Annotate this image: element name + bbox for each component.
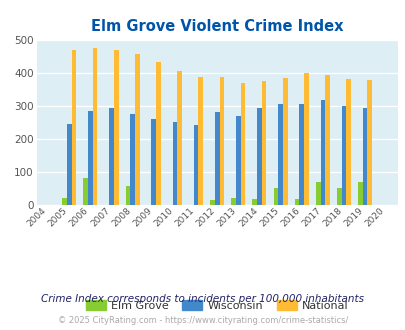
Bar	[235, 115, 240, 205]
Bar	[151, 119, 156, 205]
Bar	[261, 81, 266, 205]
Text: © 2025 CityRating.com - https://www.cityrating.com/crime-statistics/: © 2025 CityRating.com - https://www.city…	[58, 316, 347, 325]
Bar	[113, 50, 118, 205]
Bar	[156, 62, 160, 205]
Bar	[177, 71, 181, 205]
Bar	[172, 122, 177, 205]
Bar	[336, 188, 341, 205]
Bar	[198, 77, 202, 205]
Bar	[240, 83, 245, 205]
Title: Elm Grove Violent Crime Index: Elm Grove Violent Crime Index	[91, 19, 343, 34]
Bar	[92, 48, 97, 205]
Bar	[130, 114, 135, 205]
Legend: Elm Grove, Wisconsin, National: Elm Grove, Wisconsin, National	[81, 296, 352, 315]
Bar	[315, 182, 320, 205]
Bar	[219, 77, 224, 205]
Bar	[298, 104, 303, 205]
Bar	[357, 182, 362, 205]
Bar	[294, 199, 298, 205]
Bar	[341, 106, 345, 205]
Bar	[273, 188, 277, 205]
Bar	[83, 178, 88, 205]
Bar	[362, 108, 367, 205]
Bar	[345, 79, 350, 205]
Bar	[256, 108, 261, 205]
Bar	[67, 124, 71, 205]
Bar	[324, 75, 329, 205]
Bar	[367, 80, 371, 205]
Bar	[303, 73, 308, 205]
Bar	[193, 125, 198, 205]
Bar	[109, 108, 113, 205]
Bar	[88, 111, 92, 205]
Bar	[210, 200, 214, 205]
Bar	[135, 54, 139, 205]
Bar	[126, 186, 130, 205]
Bar	[62, 198, 67, 205]
Bar	[231, 198, 235, 205]
Bar	[71, 50, 76, 205]
Bar	[214, 112, 219, 205]
Bar	[320, 100, 324, 205]
Bar	[282, 78, 287, 205]
Bar	[252, 199, 256, 205]
Text: Crime Index corresponds to incidents per 100,000 inhabitants: Crime Index corresponds to incidents per…	[41, 294, 364, 304]
Bar	[277, 104, 282, 205]
